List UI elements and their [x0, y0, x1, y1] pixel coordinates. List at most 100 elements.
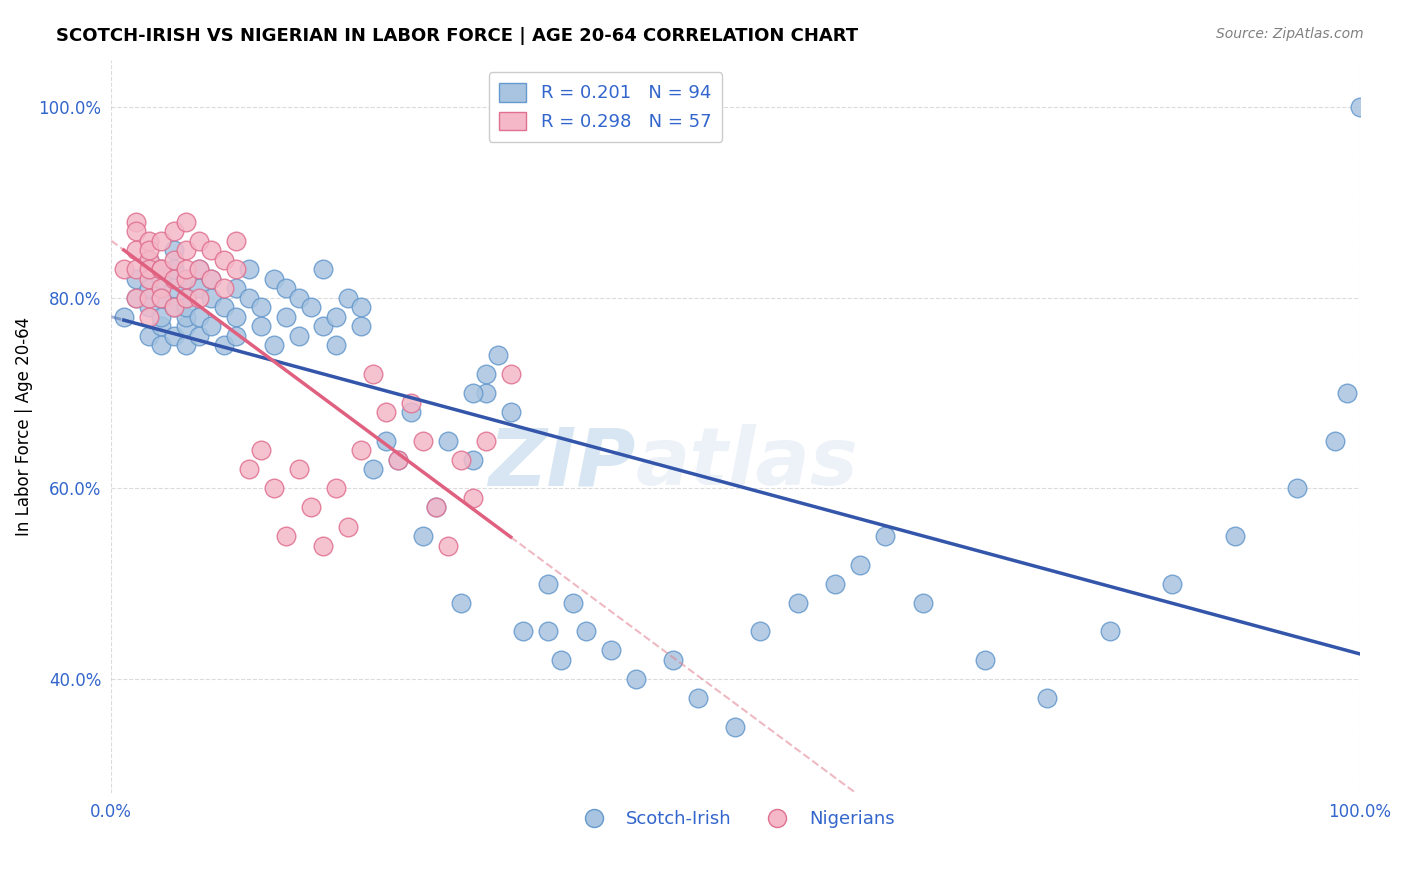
- Point: [138, 301, 160, 315]
- Point: [174, 301, 197, 315]
- Point: [350, 443, 373, 458]
- Point: [163, 272, 186, 286]
- Point: [150, 234, 173, 248]
- Point: [163, 329, 186, 343]
- Point: [200, 319, 222, 334]
- Point: [463, 453, 485, 467]
- Point: [450, 596, 472, 610]
- Point: [200, 243, 222, 257]
- Point: [163, 224, 186, 238]
- Point: [125, 272, 148, 286]
- Point: [575, 624, 598, 639]
- Point: [125, 291, 148, 305]
- Point: [138, 252, 160, 267]
- Point: [263, 272, 285, 286]
- Point: [1336, 386, 1358, 401]
- Point: [174, 291, 197, 305]
- Point: [399, 405, 422, 419]
- Point: [425, 500, 447, 515]
- Point: [325, 310, 347, 324]
- Point: [138, 262, 160, 277]
- Point: [624, 672, 647, 686]
- Point: [150, 262, 173, 277]
- Point: [125, 291, 148, 305]
- Point: [974, 653, 997, 667]
- Point: [112, 262, 135, 277]
- Point: [363, 367, 385, 381]
- Point: [562, 596, 585, 610]
- Point: [138, 281, 160, 295]
- Point: [187, 281, 209, 295]
- Point: [374, 434, 396, 448]
- Point: [1036, 691, 1059, 706]
- Point: [425, 500, 447, 515]
- Point: [350, 319, 373, 334]
- Point: [299, 301, 322, 315]
- Point: [174, 272, 197, 286]
- Point: [387, 453, 409, 467]
- Point: [225, 262, 247, 277]
- Point: [1286, 482, 1309, 496]
- Point: [599, 643, 621, 657]
- Point: [150, 272, 173, 286]
- Point: [749, 624, 772, 639]
- Point: [387, 453, 409, 467]
- Point: [163, 301, 186, 315]
- Point: [225, 329, 247, 343]
- Point: [138, 272, 160, 286]
- Point: [486, 348, 509, 362]
- Point: [250, 443, 273, 458]
- Text: ZIP: ZIP: [488, 425, 636, 502]
- Point: [374, 405, 396, 419]
- Point: [200, 291, 222, 305]
- Point: [174, 310, 197, 324]
- Point: [212, 338, 235, 352]
- Point: [911, 596, 934, 610]
- Point: [786, 596, 808, 610]
- Point: [174, 291, 197, 305]
- Point: [225, 281, 247, 295]
- Point: [274, 529, 297, 543]
- Point: [150, 281, 173, 295]
- Point: [250, 301, 273, 315]
- Point: [238, 462, 260, 476]
- Point: [724, 720, 747, 734]
- Point: [250, 319, 273, 334]
- Point: [163, 252, 186, 267]
- Point: [174, 338, 197, 352]
- Point: [312, 262, 335, 277]
- Point: [150, 291, 173, 305]
- Point: [187, 262, 209, 277]
- Point: [263, 482, 285, 496]
- Point: [337, 291, 360, 305]
- Point: [187, 291, 209, 305]
- Point: [212, 252, 235, 267]
- Point: [163, 243, 186, 257]
- Point: [1348, 100, 1371, 114]
- Point: [474, 434, 496, 448]
- Point: [450, 453, 472, 467]
- Text: SCOTCH-IRISH VS NIGERIAN IN LABOR FORCE | AGE 20-64 CORRELATION CHART: SCOTCH-IRISH VS NIGERIAN IN LABOR FORCE …: [56, 27, 859, 45]
- Point: [150, 338, 173, 352]
- Point: [686, 691, 709, 706]
- Point: [1161, 576, 1184, 591]
- Point: [125, 243, 148, 257]
- Point: [1098, 624, 1121, 639]
- Point: [125, 224, 148, 238]
- Point: [350, 301, 373, 315]
- Point: [287, 329, 309, 343]
- Point: [299, 500, 322, 515]
- Point: [200, 272, 222, 286]
- Y-axis label: In Labor Force | Age 20-64: In Labor Force | Age 20-64: [15, 317, 32, 536]
- Point: [187, 262, 209, 277]
- Point: [125, 262, 148, 277]
- Point: [824, 576, 846, 591]
- Point: [187, 329, 209, 343]
- Point: [163, 262, 186, 277]
- Point: [849, 558, 872, 572]
- Point: [463, 386, 485, 401]
- Point: [174, 214, 197, 228]
- Point: [150, 291, 173, 305]
- Point: [138, 310, 160, 324]
- Point: [212, 281, 235, 295]
